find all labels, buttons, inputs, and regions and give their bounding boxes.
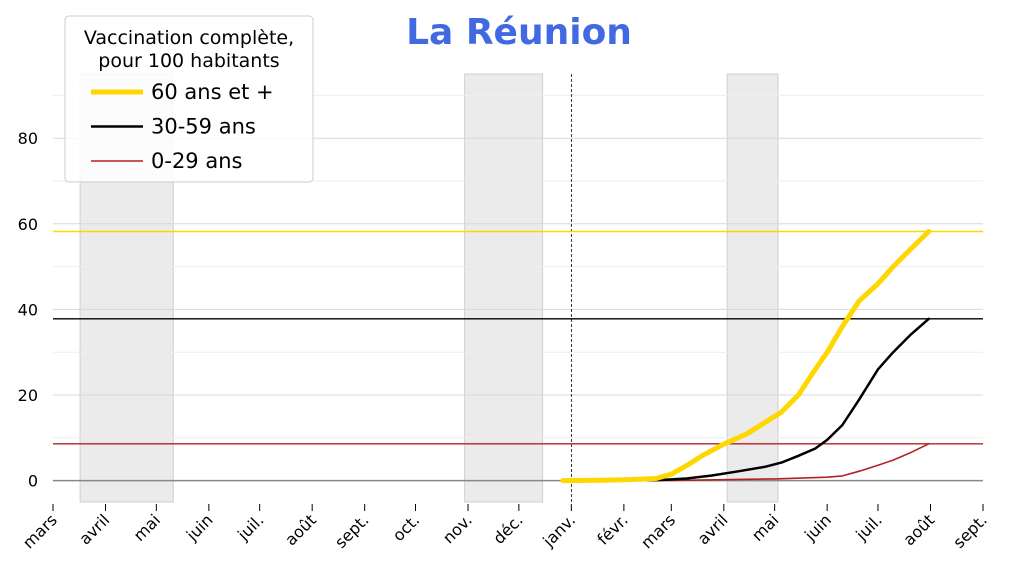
x-tick-label: juin: [800, 510, 835, 545]
series-line: [562, 442, 930, 482]
legend-label: 60 ans et +: [151, 80, 274, 104]
legend-title-line-2: pour 100 habitants: [98, 50, 279, 72]
y-tick-label: 60: [18, 215, 38, 234]
shaded-period: [464, 73, 544, 503]
legend: Vaccination complète, pour 100 habitants…: [64, 15, 314, 183]
legend-title-line-1: Vaccination complète,: [84, 27, 294, 49]
reference-lines: [53, 230, 983, 445]
x-tick-label: oct.: [389, 510, 424, 545]
x-tick-label: juil.: [851, 510, 885, 544]
x-tick-label: mars: [19, 510, 61, 552]
shaded-period: [726, 73, 779, 503]
x-tick-label: août: [281, 510, 320, 549]
x-tick-label: févr.: [593, 510, 631, 548]
chart-title: La Réunion: [406, 12, 632, 53]
x-tick-label: juil.: [233, 510, 267, 544]
series-line: [560, 229, 932, 484]
y-tick-label: 40: [18, 300, 38, 319]
x-tick-label: mars: [637, 510, 679, 552]
x-tick-label: avril: [75, 510, 113, 548]
legend-box: [64, 15, 314, 183]
x-tick-label: juin: [182, 510, 217, 545]
y-tick-label: 0: [28, 472, 38, 491]
series-line: [561, 317, 931, 482]
legend-label: 0-29 ans: [151, 149, 242, 173]
x-tick-label: mai: [130, 510, 165, 545]
x-axis: mars avril mai juin juil. août sept. oct. nov. dé…: [19, 504, 991, 552]
x-tick-label: nov.: [439, 510, 476, 547]
y-axis: 0 20 40 60 80: [18, 129, 38, 490]
legend-entries: 60 ans et + 30-59 ans 0-29 ans: [91, 80, 274, 173]
legend-label: 30-59 ans: [151, 115, 256, 139]
x-tick-label: janv.: [538, 510, 579, 551]
x-tick-label: avril: [694, 510, 732, 548]
x-tick-label: sept.: [949, 510, 991, 552]
x-tick-label: mai: [748, 510, 783, 545]
x-tick-label: août: [899, 510, 938, 549]
series-lines: [560, 229, 932, 484]
x-tick-label: déc.: [489, 510, 526, 547]
y-tick-label: 20: [18, 386, 38, 405]
y-tick-label: 80: [18, 129, 38, 148]
x-tick-label: sept.: [331, 510, 373, 552]
